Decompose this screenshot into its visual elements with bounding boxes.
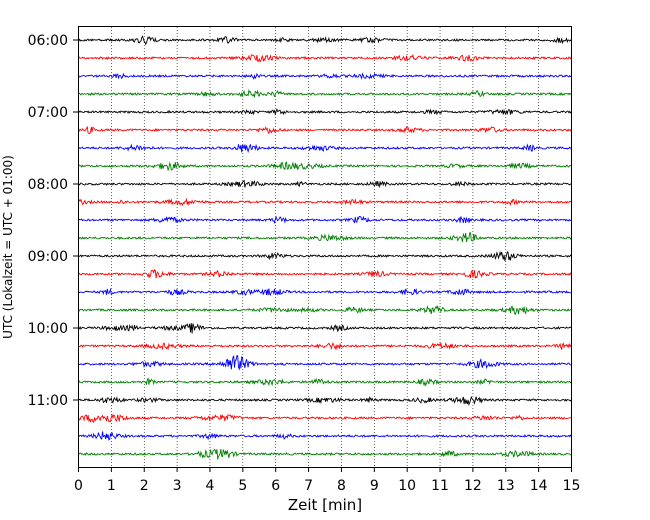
seismic-trace (78, 341, 572, 351)
seismic-trace (78, 197, 572, 207)
seismic-trace (78, 377, 572, 387)
y-tick-label: 11:00 (28, 393, 68, 409)
x-tick-label: 15 (563, 478, 581, 494)
x-tick-label: 13 (497, 478, 515, 494)
x-tick-label: 1 (107, 478, 116, 494)
x-tick-label: 9 (370, 478, 379, 494)
seismic-trace (78, 108, 572, 116)
seismic-trace (78, 125, 572, 135)
seismic-trace (78, 179, 572, 189)
seismic-trace (78, 35, 572, 46)
seismic-trace (78, 355, 572, 371)
x-tick-label: 11 (431, 478, 449, 494)
seismic-trace (78, 323, 572, 334)
y-tick-label: 08:00 (28, 177, 68, 193)
x-tick-label: 3 (173, 478, 182, 494)
seismic-trace (78, 413, 572, 423)
seismic-trace (78, 304, 572, 316)
x-tick-label: 2 (140, 478, 149, 494)
y-tick-label: 06:00 (28, 33, 68, 49)
seismic-trace (78, 232, 572, 243)
seismic-trace (78, 395, 572, 406)
seismic-trace (78, 161, 572, 172)
x-tick-label: 7 (304, 478, 313, 494)
seismic-trace (78, 269, 572, 279)
seismic-trace (78, 448, 572, 461)
seismic-trace (78, 287, 572, 297)
seismic-trace (78, 431, 572, 441)
y-axis-ticks: 06:00 07:00 08:00 09:00 10:00 11:00 (28, 33, 79, 409)
seismic-trace (78, 88, 572, 98)
x-tick-label: 0 (74, 478, 83, 494)
seismic-trace (78, 143, 572, 154)
x-tick-label: 5 (238, 478, 247, 494)
x-tick-label: 12 (464, 478, 482, 494)
y-axis-label: UTC (Lokalzeit = UTC + 01:00) (1, 155, 15, 339)
seismic-traces (78, 35, 572, 461)
x-axis-ticks: 0 1 2 3 4 5 6 7 8 9 10 11 12 13 14 15 (74, 467, 580, 494)
seismic-trace (78, 250, 572, 261)
x-tick-label: 4 (206, 478, 215, 494)
x-gridlines (111, 27, 539, 467)
seismic-trace (78, 53, 572, 63)
seismic-trace (78, 215, 572, 224)
seismic-trace (78, 72, 572, 80)
x-tick-label: 6 (271, 478, 280, 494)
y-tick-label: 10:00 (28, 321, 68, 337)
x-tick-label: 14 (530, 478, 548, 494)
y-tick-label: 07:00 (28, 105, 68, 121)
x-tick-label: 10 (398, 478, 416, 494)
plot-frame (78, 26, 572, 468)
y-tick-label: 09:00 (28, 249, 68, 265)
x-axis-label: Zeit [min] (288, 496, 362, 514)
x-tick-label: 8 (337, 478, 346, 494)
